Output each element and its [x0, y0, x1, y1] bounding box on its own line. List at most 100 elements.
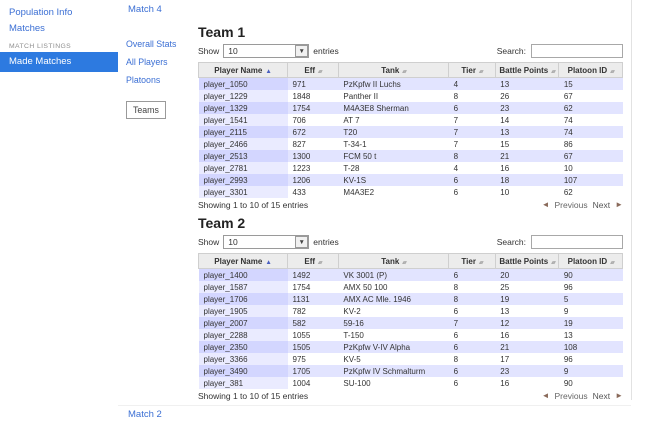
- cell: 8: [453, 354, 459, 364]
- tab-overall-stats[interactable]: Overall Stats: [126, 39, 177, 49]
- column-label: Battle Points: [499, 256, 549, 266]
- table-row[interactable]: player_1706 1131 AMX AC Mle. 1946 8 19 5: [198, 293, 623, 305]
- column-header-tier[interactable]: Tier ▴▾: [448, 62, 496, 78]
- table-row[interactable]: player_1050 971 PzKpfw II Luchs 4 13 15: [198, 77, 623, 90]
- cell: player_1541: [198, 114, 288, 126]
- cell: 1754: [292, 282, 311, 292]
- previous-arrow-icon[interactable]: ◄: [541, 391, 550, 400]
- header-row: Player Name ▲ Eff ▴▾ Tank ▴▾ Tier ▴▾ Battle Poin…: [197, 62, 623, 78]
- cell: 10: [500, 187, 510, 197]
- page-length-select[interactable]: 10 ▼: [223, 235, 310, 249]
- tab-all-players[interactable]: All Players: [126, 57, 168, 67]
- cell: 13: [500, 306, 510, 316]
- previous-button[interactable]: Previous: [554, 200, 588, 210]
- next-button[interactable]: Next: [592, 391, 611, 401]
- cell: 1505: [292, 342, 311, 352]
- page-length-select[interactable]: 10 ▼: [223, 44, 310, 58]
- table-row[interactable]: player_1587 1754 AMX 50 100 8 25 96: [198, 281, 623, 293]
- cell: player_381: [198, 377, 288, 389]
- table-row[interactable]: player_1905 782 KV-2 6 13 9: [198, 305, 623, 317]
- column-header-eff[interactable]: Eff ▴▾: [287, 62, 339, 78]
- cell: PzKpfw V-IV Alpha: [343, 342, 411, 352]
- cell: M4A3E2: [343, 187, 375, 197]
- table-row[interactable]: player_3490 1705 PzKpfw IV Schmalturm 6 23 9: [198, 365, 623, 377]
- table-row[interactable]: player_3301 433 M4A3E2 6 10 62: [198, 186, 623, 198]
- match-4-link[interactable]: Match 4: [128, 4, 162, 15]
- next-arrow-icon[interactable]: ►: [615, 391, 623, 400]
- cell: 15: [563, 79, 573, 89]
- cell: PzKpfw IV Schmalturm: [343, 366, 426, 376]
- cell: 21: [500, 151, 510, 161]
- column-header-platoon-id[interactable]: Platoon ID ▴▾: [558, 253, 623, 269]
- cell: player_1587: [198, 281, 288, 293]
- cell: 67: [563, 151, 573, 161]
- cell: 6: [453, 342, 459, 352]
- sidebar-item-population-info[interactable]: Population Info: [9, 7, 73, 18]
- cell: 74: [563, 127, 573, 137]
- cell: 1754: [292, 103, 311, 113]
- sidebar-item-matches[interactable]: Matches: [9, 23, 45, 34]
- column-header-eff[interactable]: Eff ▴▾: [287, 253, 339, 269]
- table-row[interactable]: player_2288 1055 T-150 6 16 13: [198, 329, 623, 341]
- column-header-battle-points[interactable]: Battle Points ▴▾: [494, 253, 560, 269]
- search-input[interactable]: [531, 235, 623, 249]
- cell: 59-16: [343, 318, 364, 328]
- table-row[interactable]: player_2513 1300 FCM 50 t 8 21 67: [198, 150, 623, 162]
- column-header-tier[interactable]: Tier ▴▾: [448, 253, 496, 269]
- cell: 1848: [292, 91, 311, 101]
- table-row[interactable]: player_1229 1848 Panther II 8 26 67: [198, 90, 623, 102]
- tab-teams[interactable]: Teams: [126, 101, 166, 119]
- column-header-platoon-id[interactable]: Platoon ID ▴▾: [558, 62, 623, 78]
- table-row[interactable]: player_2350 1505 PzKpfw V-IV Alpha 6 21 108: [198, 341, 623, 353]
- column-label: Platoon ID: [567, 256, 608, 266]
- column-header-player-name[interactable]: Player Name ▲: [197, 253, 289, 269]
- cell: 10: [563, 163, 573, 173]
- cell: 86: [563, 139, 573, 149]
- table-row[interactable]: player_2993 1206 KV-1S 6 18 107: [198, 174, 623, 186]
- column-label: Battle Points: [499, 65, 549, 75]
- cell: 6: [453, 103, 459, 113]
- column-header-battle-points[interactable]: Battle Points ▴▾: [494, 62, 560, 78]
- show-label: Show: [198, 46, 220, 56]
- previous-arrow-icon[interactable]: ◄: [541, 200, 550, 209]
- match-2-link[interactable]: Match 2: [118, 405, 631, 423]
- cell: 21: [500, 342, 510, 352]
- cell: player_2288: [198, 329, 288, 341]
- cell: 6: [453, 306, 459, 316]
- page: Population Info Matches MATCH LISTINGS M…: [0, 0, 632, 420]
- cell: 18: [500, 175, 510, 185]
- column-header-player-name[interactable]: Player Name ▲: [197, 62, 289, 78]
- table-row[interactable]: player_2466 827 T-34-1 7 15 86: [198, 138, 623, 150]
- cell: 433: [292, 187, 306, 197]
- cell: 15: [500, 139, 510, 149]
- cell: 782: [292, 306, 306, 316]
- sidebar-item-made-matches[interactable]: Made Matches: [0, 52, 118, 72]
- cell: player_3490: [198, 365, 288, 377]
- team1-table-header: Player Name ▲ Eff ▴▾ Tank ▴▾ Tier ▴▾ Battle Poin…: [197, 62, 623, 78]
- column-label: Tank: [381, 65, 400, 75]
- cell: player_1905: [198, 305, 288, 317]
- cell: player_2466: [198, 138, 288, 150]
- cell: 90: [563, 378, 573, 388]
- table-row[interactable]: player_1400 1492 VK 3001 (P) 6 20 90: [198, 268, 623, 281]
- next-arrow-icon[interactable]: ►: [615, 200, 623, 209]
- next-button[interactable]: Next: [592, 200, 611, 210]
- cell: 17: [500, 354, 510, 364]
- sort-both-icon: ▴▾: [318, 259, 322, 266]
- table-row[interactable]: player_3366 975 KV-5 8 17 96: [198, 353, 623, 365]
- cell: 1131: [292, 294, 310, 304]
- cell: 672: [292, 127, 306, 137]
- search-input[interactable]: [531, 44, 623, 58]
- table-row[interactable]: player_2115 672 T20 7 13 74: [198, 126, 623, 138]
- table-row[interactable]: player_1541 706 AT 7 7 14 74: [198, 114, 623, 126]
- cell: 6: [453, 366, 459, 376]
- column-header-tank[interactable]: Tank ▴▾: [337, 62, 450, 78]
- table-row[interactable]: player_2007 582 59-16 7 12 19: [198, 317, 623, 329]
- previous-button[interactable]: Previous: [554, 391, 588, 401]
- tab-platoons[interactable]: Platoons: [126, 75, 161, 85]
- column-header-tank[interactable]: Tank ▴▾: [337, 253, 450, 269]
- table-row[interactable]: player_381 1004 SU-100 6 16 90: [198, 377, 623, 389]
- search-label: Search:: [496, 237, 526, 247]
- table-row[interactable]: player_1329 1754 M4A3E8 Sherman 6 23 62: [198, 102, 623, 114]
- table-row[interactable]: player_2781 1223 T-28 4 16 10: [198, 162, 623, 174]
